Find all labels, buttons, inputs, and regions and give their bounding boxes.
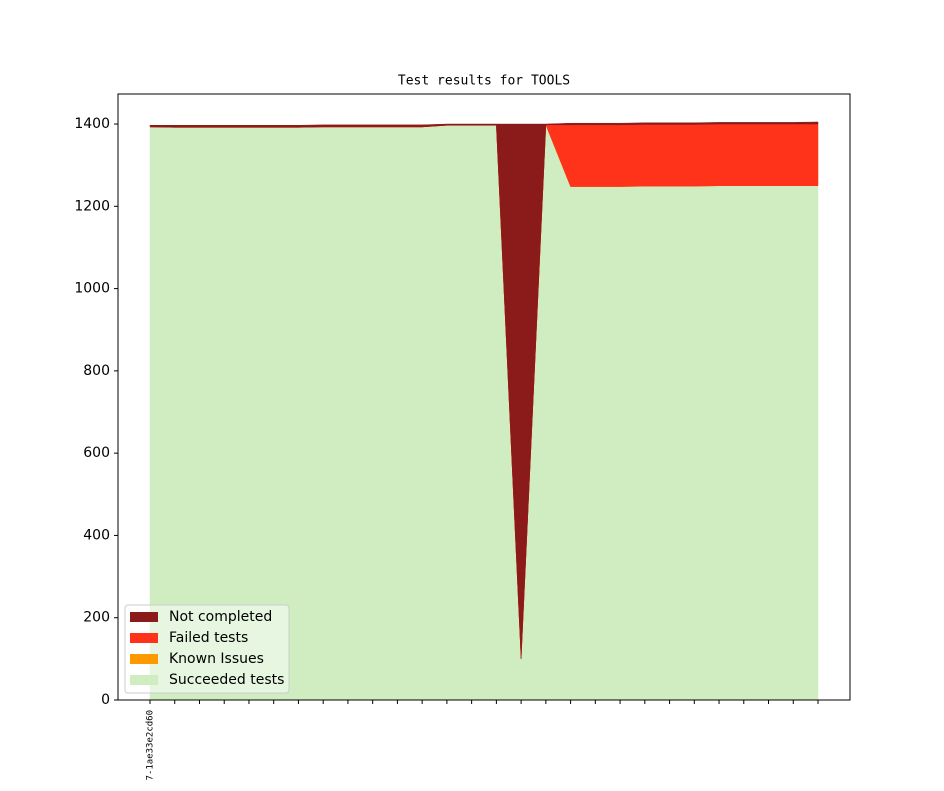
legend-swatch	[130, 633, 158, 643]
legend-label: Succeeded tests	[169, 672, 284, 688]
y-tick-label: 0	[101, 692, 110, 708]
legend-box	[124, 604, 290, 694]
y-tick-label: 1000	[74, 281, 110, 297]
area	[149, 121, 819, 659]
plot-frame	[117, 93, 851, 701]
legend-swatch	[130, 654, 158, 664]
y-tick-label: 400	[83, 527, 110, 543]
y-tick-label: 200	[83, 610, 110, 626]
legend-label: Not completed	[169, 609, 272, 625]
y-tick-label: 800	[83, 363, 110, 379]
legend-swatch	[130, 612, 158, 622]
y-tick-label: 1200	[74, 198, 110, 214]
legend-label: Known Issues	[169, 651, 264, 667]
legend-swatch	[130, 675, 158, 685]
legend: Not completed Failed tests Known Issues Suc…	[124, 604, 290, 694]
legend-label: Failed tests	[169, 630, 248, 646]
y-tick-label: 1400	[74, 116, 110, 132]
y-tick-label: 600	[83, 445, 110, 461]
x-tick-label: 7-1ae33e2cd60	[146, 710, 156, 780]
chart-title: Test results for TOOLS	[398, 74, 570, 89]
